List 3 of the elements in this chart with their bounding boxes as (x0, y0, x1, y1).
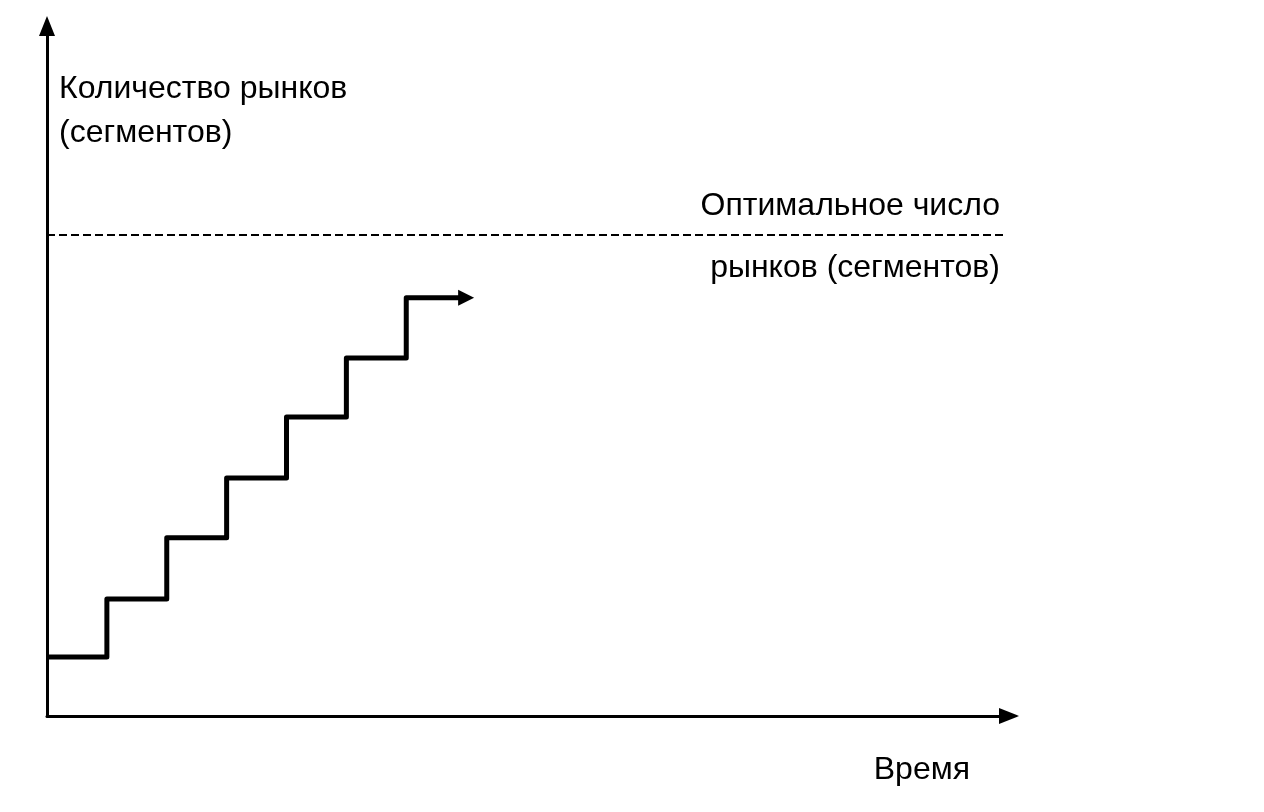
ref-line-label: Оптимальное число рынков (сегментов) (700, 185, 1000, 284)
x-axis-title: Время (873, 750, 970, 786)
y-axis-title: Количество рынков (сегментов) (59, 69, 348, 149)
